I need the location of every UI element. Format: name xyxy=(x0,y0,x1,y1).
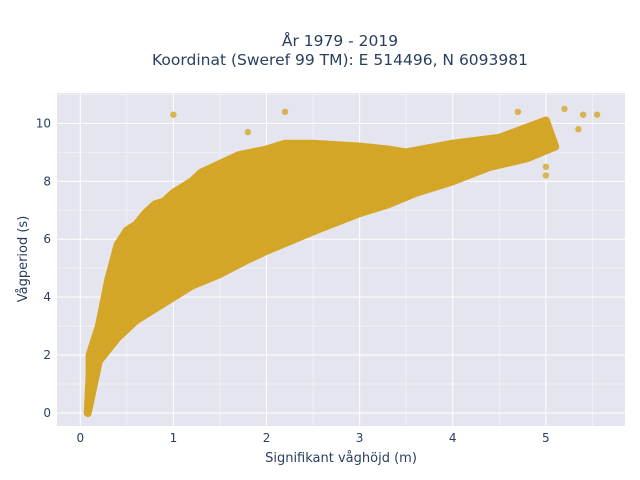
data-point xyxy=(188,282,196,289)
data-point xyxy=(188,178,196,185)
data-point xyxy=(384,146,391,153)
data-point xyxy=(105,346,112,353)
data-point xyxy=(244,256,252,263)
data-point xyxy=(170,293,177,301)
y-axis-title: Vågperiod (s) xyxy=(16,216,31,303)
data-point xyxy=(235,152,242,159)
data-point xyxy=(486,163,494,170)
data-point xyxy=(561,105,568,113)
y-tick-label: 6 xyxy=(43,232,51,246)
y-tick-label: 10 xyxy=(36,116,51,130)
data-point xyxy=(114,241,121,249)
x-tick-label: 3 xyxy=(356,431,364,445)
data-point xyxy=(132,221,140,228)
data-point xyxy=(281,140,289,147)
data-point xyxy=(263,247,270,254)
data-point xyxy=(575,126,582,133)
data-point xyxy=(552,143,559,150)
data-point xyxy=(449,140,456,147)
data-point xyxy=(95,357,103,364)
x-tick-label: 4 xyxy=(449,431,457,445)
data-point xyxy=(86,351,93,359)
data-point xyxy=(151,201,158,208)
data-point xyxy=(170,111,177,118)
data-point xyxy=(309,140,317,147)
x-axis-title: Signifikant våghöjd (m) xyxy=(265,451,417,466)
data-point xyxy=(170,189,177,197)
data-point xyxy=(244,128,252,136)
y-tick-label: 4 xyxy=(43,290,51,304)
data-point xyxy=(542,172,550,179)
data-point xyxy=(100,299,107,307)
x-tick-label: 5 xyxy=(542,431,550,445)
data-point xyxy=(151,305,158,312)
data-point xyxy=(160,198,168,205)
data-point xyxy=(179,183,186,191)
data-point xyxy=(579,111,587,118)
data-point xyxy=(123,325,130,333)
chart-title-line2: Koordinat (Sweref 99 TM): E 514496, N 60… xyxy=(152,51,528,69)
data-point xyxy=(109,259,117,266)
data-point xyxy=(142,210,149,217)
data-point xyxy=(403,149,410,156)
data-point xyxy=(449,178,456,185)
data-point xyxy=(356,210,363,217)
data-point xyxy=(514,108,522,116)
y-tick-label: 2 xyxy=(43,348,51,362)
data-point xyxy=(95,322,103,330)
data-point xyxy=(542,163,550,170)
data-point xyxy=(132,317,140,324)
y-tick-label: 0 xyxy=(43,406,51,420)
data-point xyxy=(524,155,531,162)
data-point xyxy=(356,143,363,150)
data-point xyxy=(263,146,270,153)
data-point xyxy=(384,201,391,208)
data-point xyxy=(496,134,503,142)
data-point xyxy=(123,227,130,234)
data-point xyxy=(542,117,550,124)
data-point xyxy=(216,270,224,278)
data-point xyxy=(291,236,298,243)
x-tick-label: 1 xyxy=(170,431,178,445)
data-point xyxy=(114,334,121,341)
data-point xyxy=(593,111,601,118)
data-point xyxy=(84,409,91,417)
data-point xyxy=(281,108,289,116)
data-point xyxy=(319,224,326,231)
data-points xyxy=(83,105,601,417)
y-tick-label: 8 xyxy=(43,174,51,188)
data-point xyxy=(86,372,93,379)
chart-title-line1: År 1979 - 2019 xyxy=(282,31,398,50)
x-tick-label: 2 xyxy=(263,431,271,445)
x-tick-labels: 0 1 2 3 4 5 xyxy=(76,431,549,445)
y-tick-labels: 0 2 4 6 8 10 xyxy=(36,116,51,420)
data-point xyxy=(412,189,419,197)
data-point xyxy=(105,276,112,283)
data-point xyxy=(198,169,205,176)
data-point xyxy=(91,337,98,344)
data-point xyxy=(216,160,224,168)
x-tick-label: 0 xyxy=(76,431,84,445)
